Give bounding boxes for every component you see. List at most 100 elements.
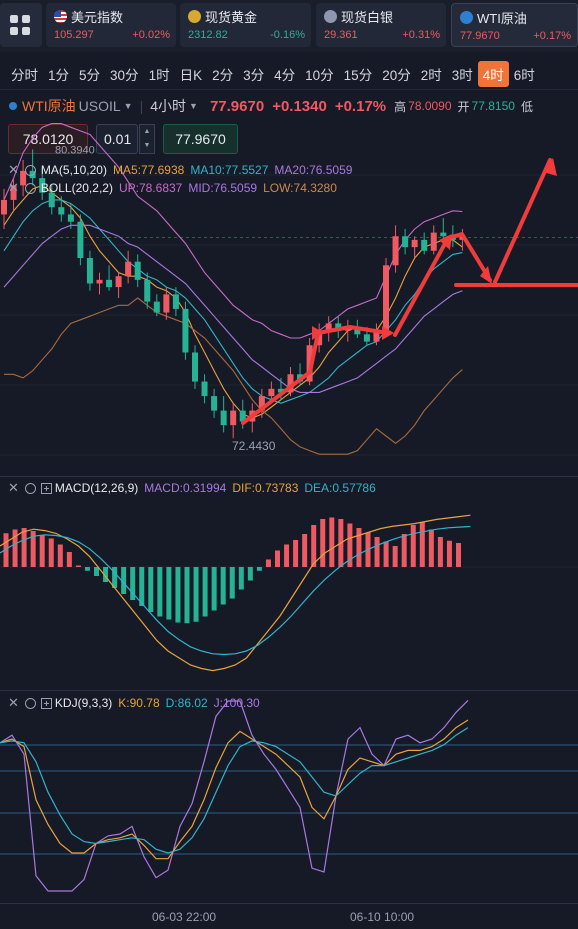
timeframe-7[interactable]: 3分 xyxy=(243,67,265,83)
macd-bar xyxy=(256,567,262,571)
annotation-arrow xyxy=(493,158,552,284)
candle-body xyxy=(306,345,313,382)
add-indicator-icon[interactable] xyxy=(40,482,52,494)
timeframe-4[interactable]: 1时 xyxy=(148,67,170,83)
macd-bar xyxy=(392,546,398,567)
gold-coin-icon xyxy=(188,9,201,23)
candle-body xyxy=(277,388,284,393)
pane-divider[interactable] xyxy=(0,690,578,691)
annotation-arrowhead xyxy=(543,158,557,176)
macd-bar xyxy=(437,537,443,567)
lot-increase-icon[interactable]: ▲ xyxy=(143,128,151,135)
oil-icon xyxy=(9,102,17,110)
macd-bar xyxy=(139,567,145,606)
candle-body xyxy=(144,279,151,302)
timeframe-8[interactable]: 4分 xyxy=(274,67,296,83)
close-indicator-icon[interactable]: ✕ xyxy=(8,162,19,177)
kdj-chart[interactable] xyxy=(0,691,578,903)
macd-bar xyxy=(302,534,308,567)
ticker-price: 2312.82 xyxy=(188,29,228,41)
macd-bar xyxy=(284,544,290,567)
open-value: 77.8150 xyxy=(471,99,515,113)
macd-label[interactable]: MACD(12,26,9) xyxy=(54,481,139,495)
settings-icon[interactable] xyxy=(24,164,36,176)
timeframe-2[interactable]: 5分 xyxy=(79,67,101,83)
low-marker: 72.4430 xyxy=(232,439,276,453)
high-marker: 80.3940 xyxy=(55,144,95,156)
timeframe-11[interactable]: 20分 xyxy=(382,67,411,83)
series-line-low xyxy=(4,297,463,455)
k-value: K:90.78 xyxy=(118,696,160,710)
macd-bar xyxy=(320,519,326,567)
timeframe-14[interactable]: 4时 xyxy=(477,60,509,87)
timeframe-3[interactable]: 30分 xyxy=(110,67,139,83)
timeframe-0[interactable]: 分时 xyxy=(11,67,38,83)
settings-icon[interactable] xyxy=(24,482,36,494)
ticker-card[interactable]: 美元指数 105.297 +0.02% xyxy=(46,3,176,47)
macd-bar xyxy=(265,559,271,567)
dif-value: DIF:0.73783 xyxy=(232,481,299,495)
candle-body xyxy=(20,170,27,186)
add-indicator-icon[interactable] xyxy=(40,697,52,709)
macd-legend: ✕ MACD(12,26,9) MACD:0.31994 DIF:0.73783… xyxy=(0,480,382,496)
timeframe-15[interactable]: 6时 xyxy=(513,67,535,83)
divider: | xyxy=(139,98,144,114)
close-indicator-icon[interactable]: ✕ xyxy=(8,180,19,195)
candle-body xyxy=(163,294,170,313)
timeframe-1[interactable]: 1分 xyxy=(48,67,70,83)
macd-bar xyxy=(329,517,335,567)
pane-divider[interactable] xyxy=(0,476,578,477)
period-dropdown-icon[interactable]: ▼ xyxy=(189,101,198,111)
grid-menu-button[interactable] xyxy=(0,3,42,47)
annotation-arrow xyxy=(446,232,492,282)
candle-body xyxy=(58,207,65,215)
candle-body xyxy=(220,410,227,426)
lot-size-input[interactable]: 0.01 xyxy=(96,124,138,154)
current-price: 77.9670 xyxy=(209,97,265,115)
symbol-bar: WTI原油 USOIL ▼ | 4小时 ▼ 77.9670 +0.1340 +0… xyxy=(0,92,578,120)
candle-body xyxy=(440,232,447,237)
ma-label[interactable]: MA(5,10,20) xyxy=(40,163,107,177)
period-selector[interactable]: 4小时 xyxy=(150,98,187,114)
settings-icon[interactable] xyxy=(24,182,36,194)
candle-body xyxy=(239,410,246,422)
lot-decrease-icon[interactable]: ▼ xyxy=(143,142,151,149)
annotation-arrowhead xyxy=(382,326,394,340)
symbol-name[interactable]: WTI原油 xyxy=(22,98,76,114)
candle-body xyxy=(115,276,122,288)
ticker-card[interactable]: 现货白银 29.361 +0.31% xyxy=(316,3,446,47)
macd-bar xyxy=(220,567,226,605)
ticker-price: 105.297 xyxy=(54,29,94,41)
ticker-change: -0.16% xyxy=(270,29,305,41)
buy-price-box[interactable]: 77.9670 xyxy=(163,124,238,154)
kdj-label[interactable]: KDJ(9,3,3) xyxy=(54,696,113,710)
low-label: 低 xyxy=(520,99,533,114)
macd-bar xyxy=(103,567,109,582)
candle-body xyxy=(363,334,370,342)
macd-bar xyxy=(311,525,317,567)
timeframe-10[interactable]: 15分 xyxy=(343,67,373,83)
lot-stepper[interactable]: ▲ ▼ xyxy=(139,124,155,154)
timeframe-13[interactable]: 3时 xyxy=(451,67,473,83)
ticker-price: 29.361 xyxy=(324,29,358,41)
candlestick-chart[interactable]: 80.3940 72.4430 xyxy=(0,120,578,476)
macd-chart[interactable] xyxy=(0,477,578,690)
macd-bar xyxy=(12,529,18,567)
timeframe-5[interactable]: 日K xyxy=(179,67,203,83)
macd-bar xyxy=(39,535,45,567)
time-label: 06-10 10:00 xyxy=(350,910,415,924)
timeframe-9[interactable]: 10分 xyxy=(305,67,334,83)
macd-bar xyxy=(419,522,425,567)
symbol-dropdown-icon[interactable]: ▼ xyxy=(123,101,133,111)
close-indicator-icon[interactable]: ✕ xyxy=(8,480,19,495)
ticker-card[interactable]: 现货黄金 2312.82 -0.16% xyxy=(180,3,311,47)
symbol-code[interactable]: USOIL xyxy=(78,98,121,114)
time-label: 06-03 22:00 xyxy=(152,910,217,924)
ma10-value: MA10:77.5527 xyxy=(190,163,269,177)
close-indicator-icon[interactable]: ✕ xyxy=(8,695,19,710)
boll-label[interactable]: BOLL(20,2,2) xyxy=(40,181,113,195)
ticker-card[interactable]: WTI原油 77.9670 +0.17% xyxy=(451,3,578,47)
timeframe-12[interactable]: 2时 xyxy=(420,67,442,83)
timeframe-6[interactable]: 2分 xyxy=(212,67,234,83)
settings-icon[interactable] xyxy=(24,697,36,709)
